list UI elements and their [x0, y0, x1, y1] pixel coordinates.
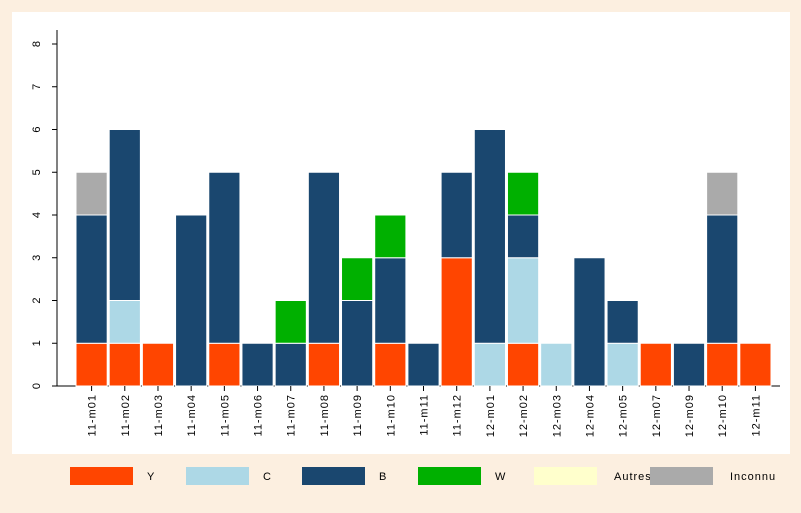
bar-segment: [440, 257, 473, 387]
y-tick-label: 0: [31, 383, 43, 389]
bar-segment: [108, 300, 141, 344]
bar-segment: [274, 342, 307, 387]
legend-swatch: [302, 467, 365, 485]
bar-segment: [606, 300, 639, 344]
y-tick-label: 8: [31, 41, 43, 47]
y-tick-label: 2: [31, 297, 43, 303]
x-tick-label: 11-m06: [253, 394, 265, 436]
y-tick-label: 3: [31, 255, 43, 261]
bar-segment: [639, 342, 672, 387]
x-tick-label: 11-m08: [319, 394, 331, 436]
bar-segment: [108, 129, 141, 301]
x-tick-label: 11-m05: [219, 394, 231, 436]
x-tick-label: 11-m11: [419, 394, 431, 436]
legend-swatch: [650, 467, 713, 485]
x-tick-label: 12-m01: [485, 394, 497, 437]
bar-segment: [75, 342, 108, 387]
bar-segment: [175, 214, 208, 387]
bar-segment: [374, 214, 407, 259]
legend-swatch: [70, 467, 133, 485]
x-tick-label: 11-m10: [385, 394, 397, 436]
bar-segment: [739, 342, 772, 387]
bar-segment: [374, 342, 407, 387]
legend-swatch: [186, 467, 249, 485]
bar-segment: [506, 171, 540, 216]
x-tick-label: 12-m10: [717, 394, 729, 437]
bar-segment: [407, 342, 440, 387]
y-tick-label: 4: [31, 212, 43, 218]
bar-segment: [75, 171, 108, 216]
legend-swatch: [534, 467, 597, 485]
legend-label: W: [495, 471, 506, 483]
legend-label: C: [263, 471, 272, 483]
x-tick-label: 12-m02: [518, 394, 530, 437]
bar-segment: [473, 129, 506, 344]
bar-segment: [208, 171, 241, 344]
bar-segment: [506, 257, 540, 344]
x-tick-label: 11-m12: [452, 394, 464, 436]
legend-label: B: [379, 471, 387, 483]
bar-segment: [706, 342, 739, 387]
bar-segment: [307, 171, 341, 344]
x-tick-label: 11-m09: [352, 394, 364, 436]
bar-segment: [473, 342, 506, 387]
bar-segment: [241, 342, 274, 387]
bar-segment: [606, 342, 639, 387]
bar-segment: [341, 257, 374, 301]
bar-segment: [440, 171, 473, 259]
bar-segment: [706, 214, 739, 344]
bar-segment: [706, 171, 739, 216]
x-tick-label: 12-m04: [584, 394, 596, 437]
x-tick-label: 11-m03: [153, 394, 165, 436]
x-tick-label: 12-m09: [684, 394, 696, 437]
bar-segment: [540, 342, 573, 387]
x-tick-label: 11-m02: [120, 394, 132, 436]
bar-segment: [208, 342, 241, 387]
bar-segment: [108, 342, 141, 387]
x-tick-label: 12-m05: [618, 394, 630, 437]
bar-segment: [341, 300, 374, 387]
x-tick-label: 11-m01: [87, 394, 99, 436]
bar-segment: [672, 342, 706, 387]
y-tick-label: 6: [31, 126, 43, 132]
bar-segment: [573, 257, 606, 387]
bar-segment: [374, 257, 407, 344]
bar-segment: [141, 342, 175, 387]
x-tick-label: 11-m04: [186, 394, 198, 436]
bar-segment: [75, 214, 108, 344]
x-tick-label: 12-m11: [750, 394, 762, 436]
bar-segment: [506, 342, 540, 387]
x-tick-label: 11-m07: [286, 394, 298, 436]
legend-label: Y: [147, 471, 155, 483]
bar-segment: [307, 342, 341, 387]
bar-segment: [274, 300, 307, 344]
x-tick-label: 12-m07: [651, 394, 663, 437]
y-tick-label: 1: [31, 340, 43, 346]
legend-label: Inconnu: [730, 471, 776, 483]
legend-label: Autres: [614, 471, 652, 483]
x-tick-label: 12-m03: [551, 394, 563, 437]
legend-swatch: [418, 467, 481, 485]
y-tick-label: 7: [31, 84, 43, 90]
bar-segment: [506, 214, 540, 259]
y-tick-label: 5: [31, 169, 43, 175]
